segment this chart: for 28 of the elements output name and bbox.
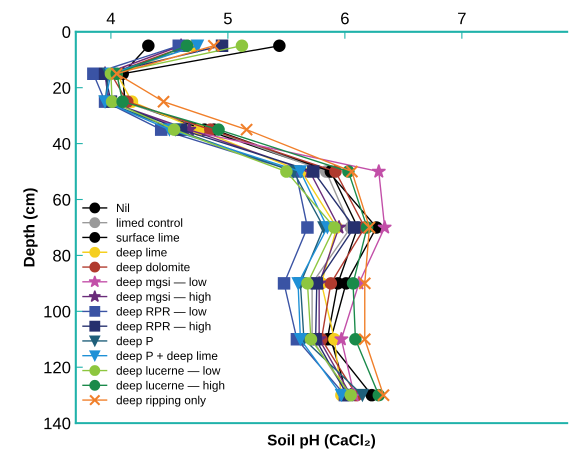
legend-label: Nil (117, 203, 130, 212)
y-tick-label: 100 (44, 306, 70, 318)
legend-label: deep mgsi — high (116, 292, 210, 304)
y-tick-label: 20 (53, 82, 70, 94)
x-tick-label: 6 (341, 12, 349, 24)
legend-label: deep P + deep lime (116, 351, 218, 362)
y-axis-title: Depth (cm) (23, 188, 38, 266)
legend-label: deep mgsi — low (116, 277, 207, 288)
x-axis-title: Soil pH (CaCl₂) (268, 434, 376, 448)
y-tick-label: 120 (44, 362, 70, 374)
y-tick-label: 140 (44, 418, 70, 430)
legend-label: deep lucerne — high (116, 380, 224, 392)
legend-label: deep P (116, 336, 153, 348)
x-tick-label: 5 (224, 12, 232, 24)
x-tick-label: 7 (458, 12, 466, 24)
legend-label: deep ripping only (116, 396, 206, 407)
legend-label: deep RPR — low (116, 306, 207, 318)
legend-label: deep lime (116, 248, 167, 259)
legend-label: limed control (116, 218, 182, 227)
legend-label: surface lime (116, 233, 180, 242)
y-tick-label: 60 (53, 194, 70, 206)
legend-label: deep lucerne — low (116, 366, 220, 378)
legend-label: deep dolomite (116, 262, 190, 274)
legend-label: deep RPR — high (116, 322, 210, 333)
y-tick-label: 40 (52, 138, 70, 150)
y-tick-label: 0 (62, 26, 70, 38)
x-tick-label: 4 (106, 12, 116, 24)
y-tick-label: 80 (53, 250, 70, 262)
